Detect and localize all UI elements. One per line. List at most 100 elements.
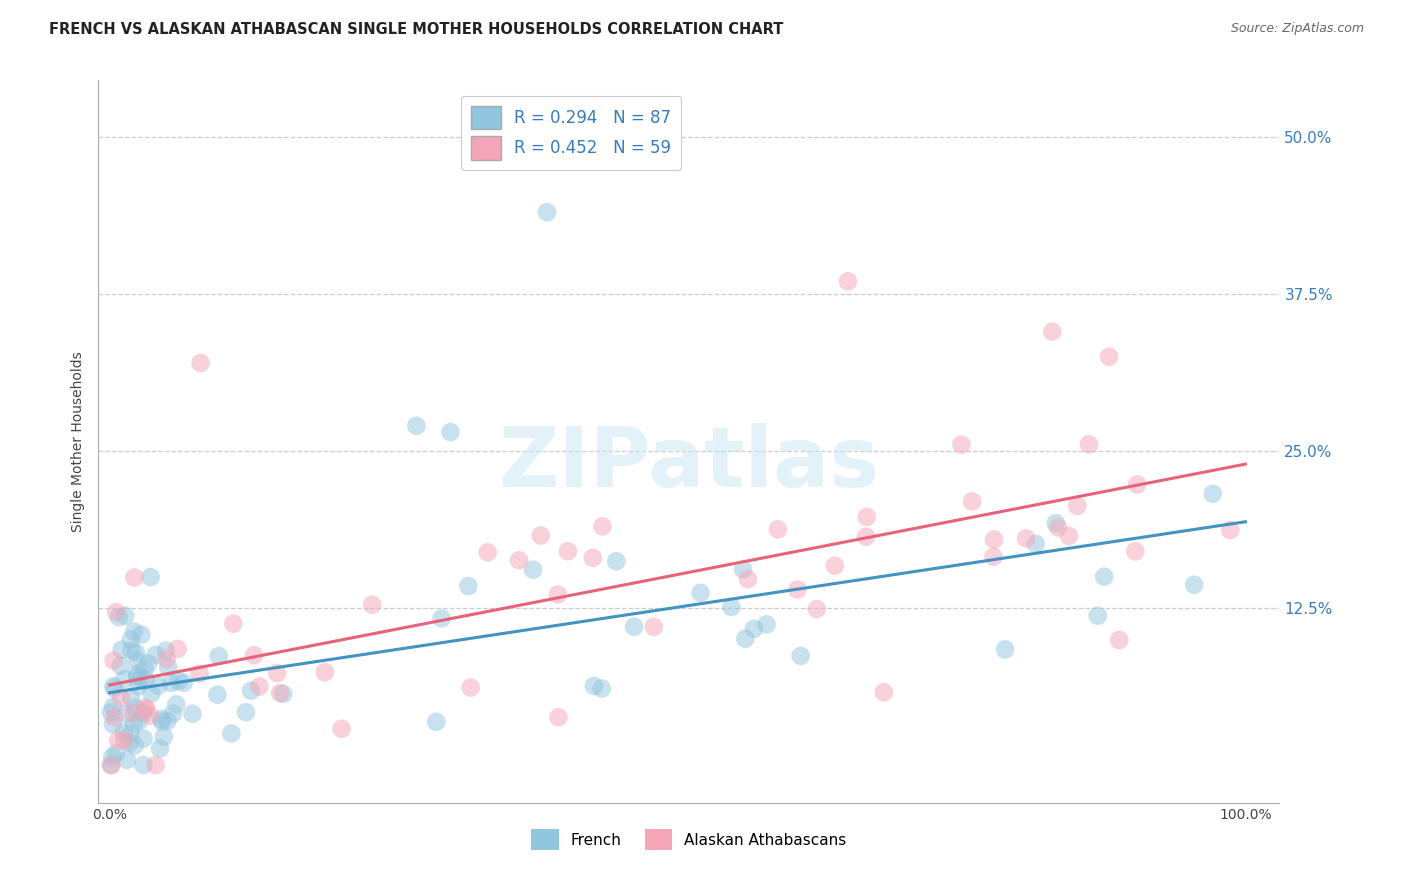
Point xyxy=(145,758,167,772)
Point xyxy=(1108,632,1130,647)
Point xyxy=(1015,532,1038,546)
Point xyxy=(173,675,195,690)
Point xyxy=(100,758,122,772)
Point xyxy=(120,632,142,647)
Point xyxy=(855,530,877,544)
Point xyxy=(135,702,157,716)
Point xyxy=(115,753,138,767)
Point xyxy=(149,741,172,756)
Point xyxy=(139,708,162,723)
Point xyxy=(207,688,229,702)
Point xyxy=(114,672,136,686)
Point xyxy=(127,653,149,667)
Point xyxy=(720,599,742,614)
Point xyxy=(124,739,146,753)
Point xyxy=(950,438,973,452)
Point xyxy=(103,654,125,668)
Point xyxy=(1092,569,1115,583)
Point xyxy=(536,205,558,219)
Point xyxy=(101,717,124,731)
Point xyxy=(439,425,461,439)
Point xyxy=(156,652,179,666)
Text: Source: ZipAtlas.com: Source: ZipAtlas.com xyxy=(1230,22,1364,36)
Point xyxy=(983,549,1005,564)
Point xyxy=(591,519,613,533)
Point xyxy=(314,665,336,680)
Point xyxy=(115,706,138,721)
Point xyxy=(107,733,129,747)
Point xyxy=(122,716,145,731)
Point xyxy=(162,706,184,721)
Point xyxy=(155,643,177,657)
Point xyxy=(118,735,141,749)
Point xyxy=(430,611,453,625)
Point xyxy=(789,648,811,663)
Point xyxy=(138,657,160,671)
Point xyxy=(243,648,266,663)
Point xyxy=(591,681,613,696)
Point xyxy=(100,706,122,720)
Point xyxy=(1182,578,1205,592)
Point xyxy=(530,528,553,542)
Point xyxy=(121,643,143,657)
Point xyxy=(755,617,778,632)
Point xyxy=(101,750,124,764)
Point xyxy=(361,598,384,612)
Point xyxy=(742,622,765,636)
Point xyxy=(131,627,153,641)
Point xyxy=(132,758,155,772)
Point xyxy=(128,714,150,728)
Point xyxy=(1040,325,1063,339)
Point xyxy=(114,608,136,623)
Point xyxy=(135,673,157,688)
Point xyxy=(271,687,294,701)
Point xyxy=(167,674,190,689)
Point xyxy=(134,663,156,677)
Point xyxy=(110,690,132,705)
Point xyxy=(1125,544,1147,558)
Point xyxy=(405,418,427,433)
Point xyxy=(855,509,877,524)
Point xyxy=(101,700,124,714)
Point xyxy=(190,356,212,370)
Point xyxy=(105,746,128,760)
Point xyxy=(129,671,152,685)
Point xyxy=(733,562,755,576)
Point xyxy=(222,616,245,631)
Point xyxy=(786,582,808,597)
Point xyxy=(112,733,135,747)
Point xyxy=(689,586,711,600)
Point xyxy=(1025,537,1047,551)
Legend: French, Alaskan Athabascans: French, Alaskan Athabascans xyxy=(524,822,853,856)
Point xyxy=(235,705,257,719)
Point xyxy=(120,690,142,705)
Point xyxy=(208,648,231,663)
Point xyxy=(623,620,645,634)
Point xyxy=(100,758,122,772)
Point xyxy=(221,726,243,740)
Point xyxy=(508,553,530,567)
Point xyxy=(766,522,789,536)
Point xyxy=(1202,487,1225,501)
Point xyxy=(122,624,145,639)
Point xyxy=(150,714,173,729)
Point xyxy=(110,658,132,673)
Point xyxy=(557,544,579,558)
Point xyxy=(643,620,665,634)
Point xyxy=(112,725,135,739)
Point xyxy=(994,642,1017,657)
Point xyxy=(247,680,270,694)
Point xyxy=(582,550,605,565)
Point xyxy=(108,610,131,624)
Point xyxy=(160,676,183,690)
Point xyxy=(139,570,162,584)
Point xyxy=(145,648,167,662)
Point xyxy=(127,679,149,693)
Point xyxy=(150,712,173,726)
Point xyxy=(122,706,145,721)
Point xyxy=(141,687,163,701)
Point xyxy=(103,679,125,693)
Point xyxy=(165,698,187,712)
Point xyxy=(105,605,128,619)
Point xyxy=(127,670,149,684)
